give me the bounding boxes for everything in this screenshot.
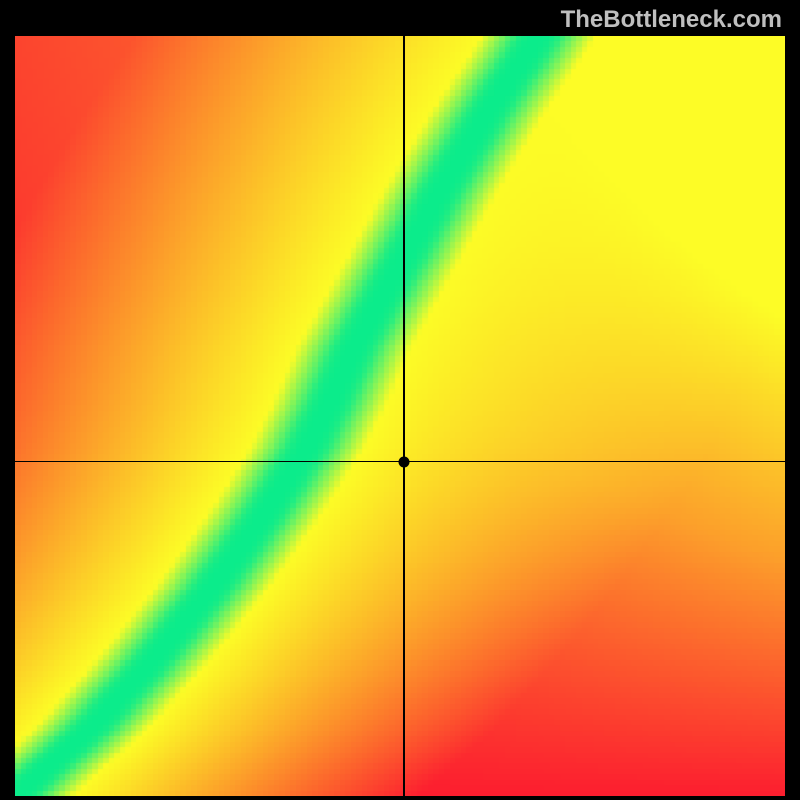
crosshair-marker: [398, 456, 409, 467]
watermark-text: TheBottleneck.com: [561, 6, 782, 34]
heatmap-canvas: [15, 36, 785, 796]
crosshair-vertical: [403, 36, 405, 796]
heatmap-plot: [15, 36, 785, 796]
